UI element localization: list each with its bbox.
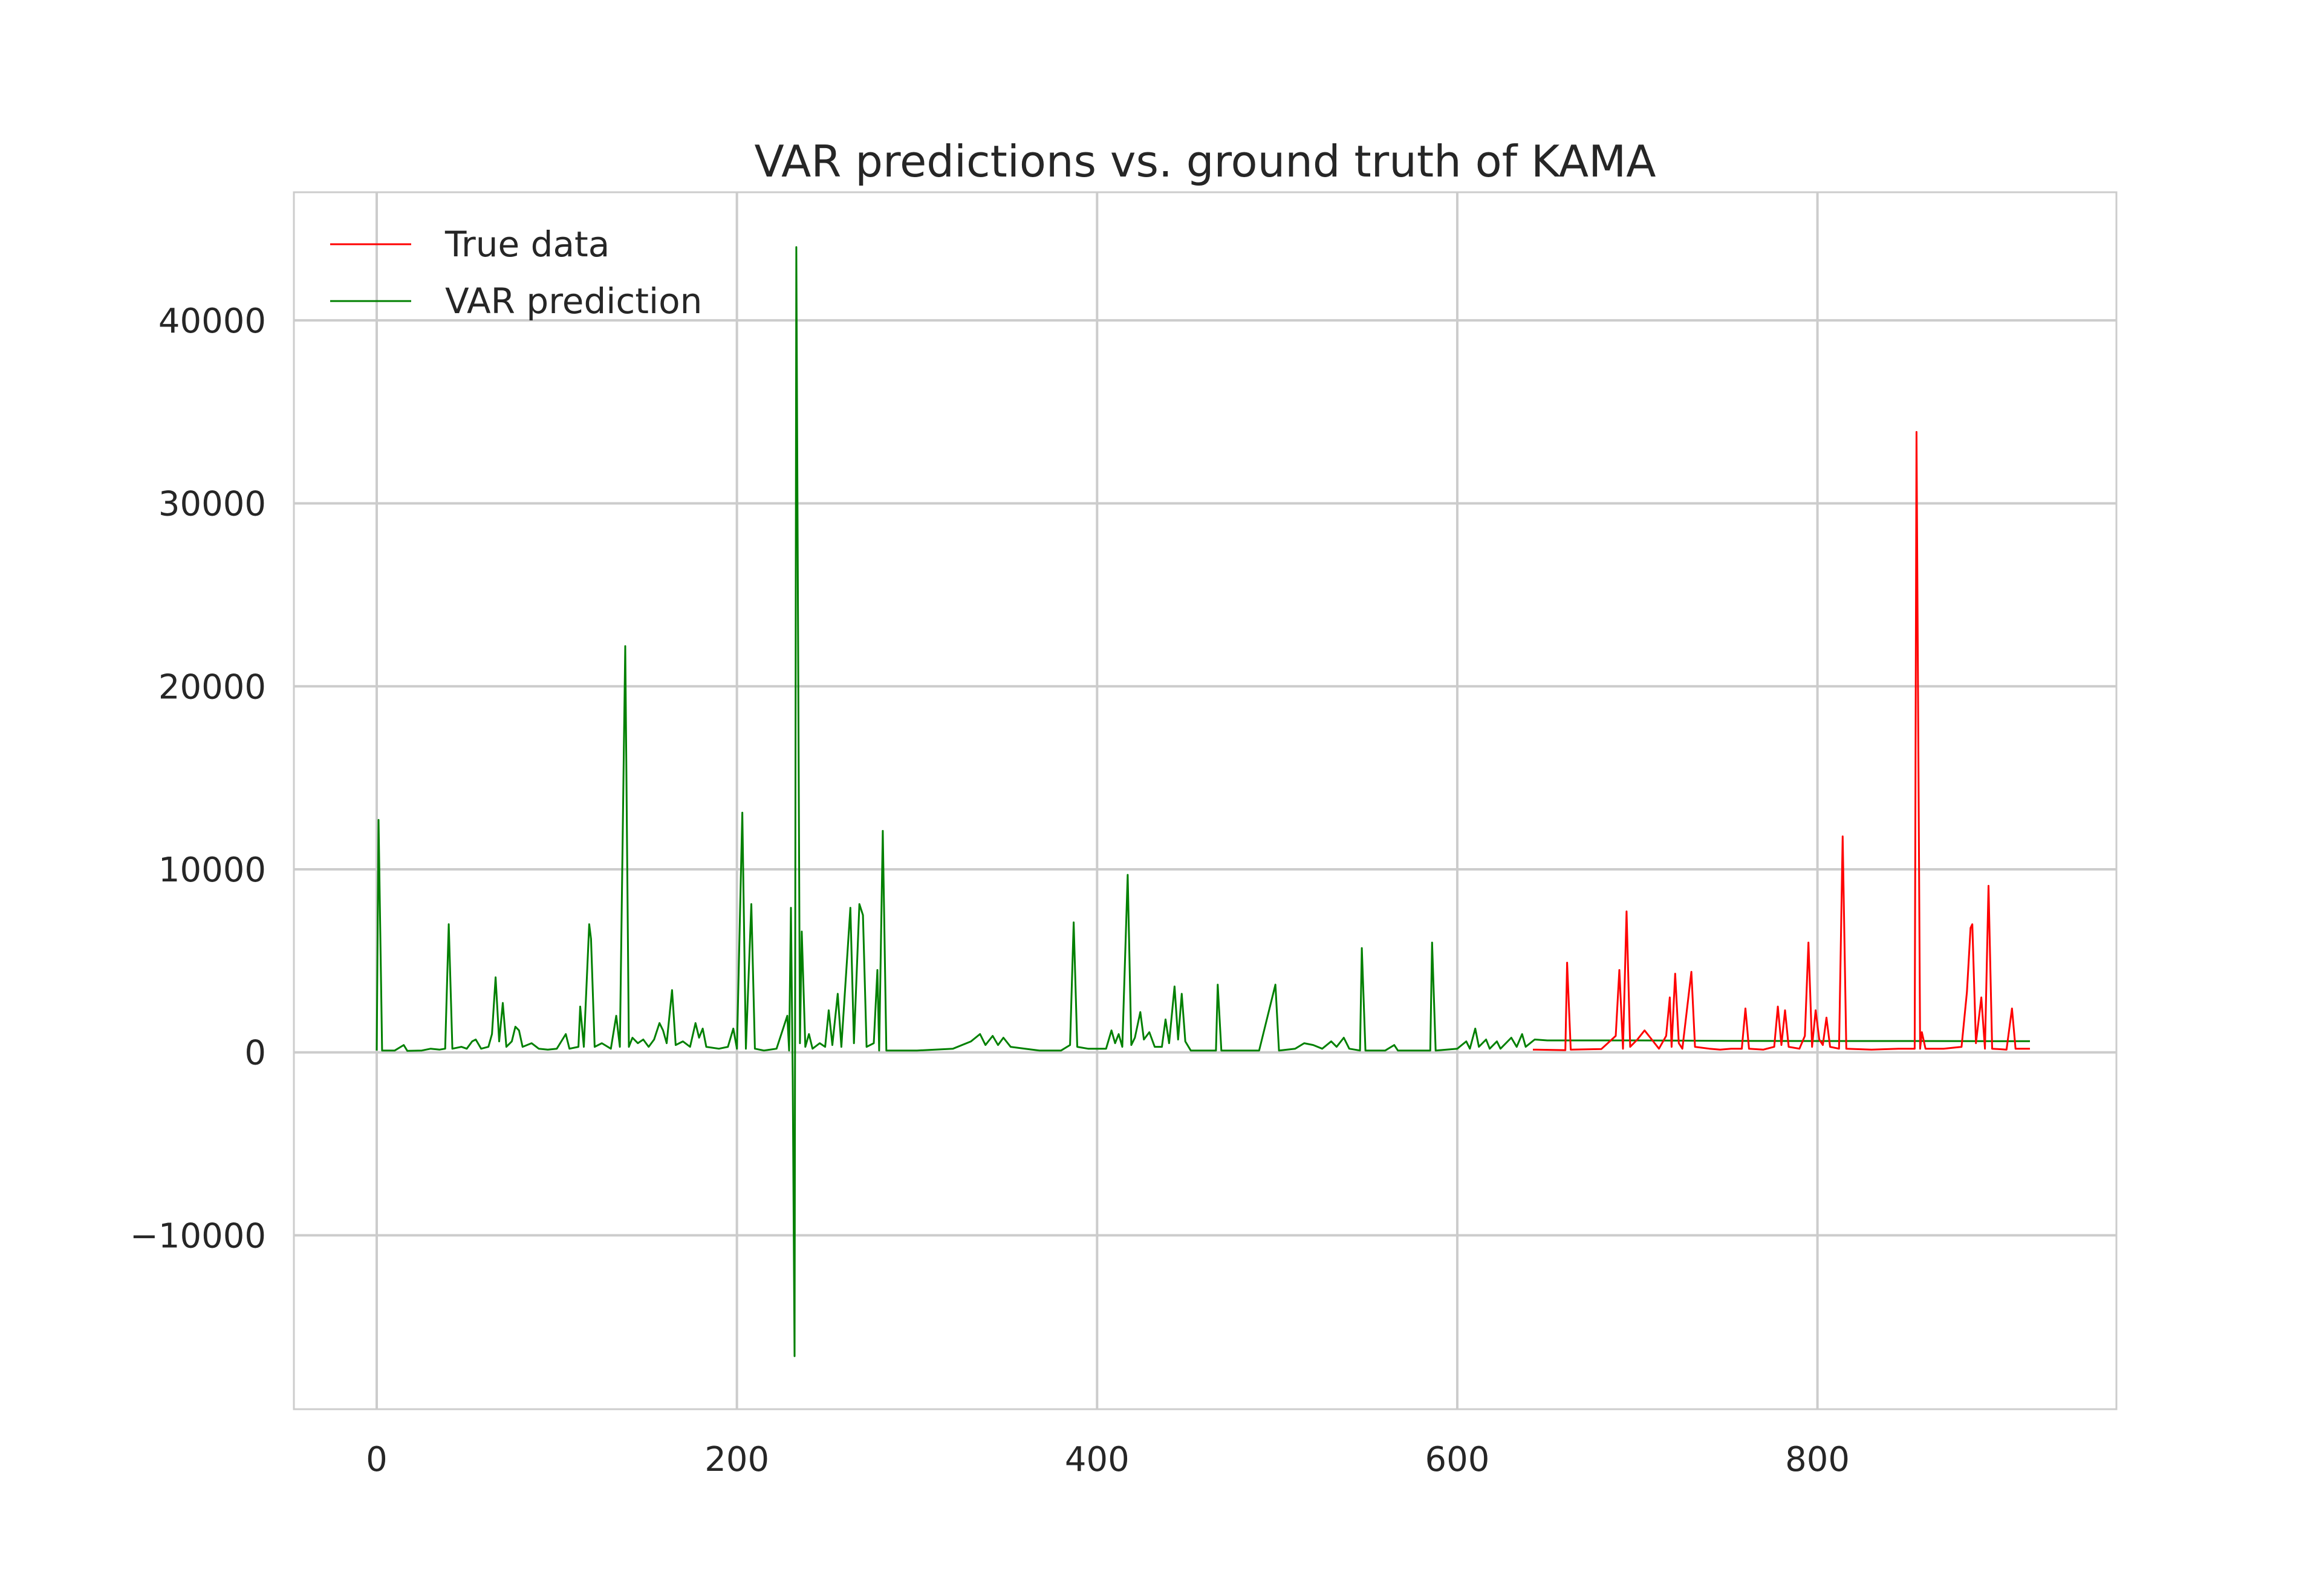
y-tick-label: 0 bbox=[244, 1034, 266, 1073]
y-tick-labels: −10000 0 10000 20000 30000 40000 bbox=[130, 302, 266, 1256]
x-tick-label: 400 bbox=[1065, 1440, 1130, 1479]
x-tick-labels: 0 200 400 600 800 bbox=[366, 1440, 1850, 1479]
y-tick-label: 40000 bbox=[158, 302, 266, 341]
plot-area bbox=[294, 192, 2116, 1409]
y-tick-label: 20000 bbox=[158, 667, 266, 707]
plot-frame bbox=[293, 191, 2118, 1410]
legend: True data VAR prediction bbox=[330, 224, 702, 322]
legend-label-true-data: True data bbox=[444, 224, 610, 265]
legend-label-var-prediction: VAR prediction bbox=[445, 281, 702, 322]
x-tick-label: 200 bbox=[704, 1440, 769, 1479]
x-tick-label: 800 bbox=[1785, 1440, 1850, 1479]
grid bbox=[294, 192, 2116, 1409]
x-tick-label: 0 bbox=[366, 1440, 388, 1479]
series-layer bbox=[376, 246, 2031, 1357]
y-tick-label: 30000 bbox=[158, 485, 266, 524]
series-line-var-prediction bbox=[376, 246, 2031, 1357]
y-tick-label: −10000 bbox=[130, 1216, 266, 1256]
x-tick-label: 600 bbox=[1425, 1440, 1490, 1479]
series-line-true-data bbox=[1532, 431, 2030, 1051]
y-tick-label: 10000 bbox=[158, 851, 266, 890]
chart-title: VAR predictions vs. ground truth of KAMA bbox=[754, 136, 1656, 187]
